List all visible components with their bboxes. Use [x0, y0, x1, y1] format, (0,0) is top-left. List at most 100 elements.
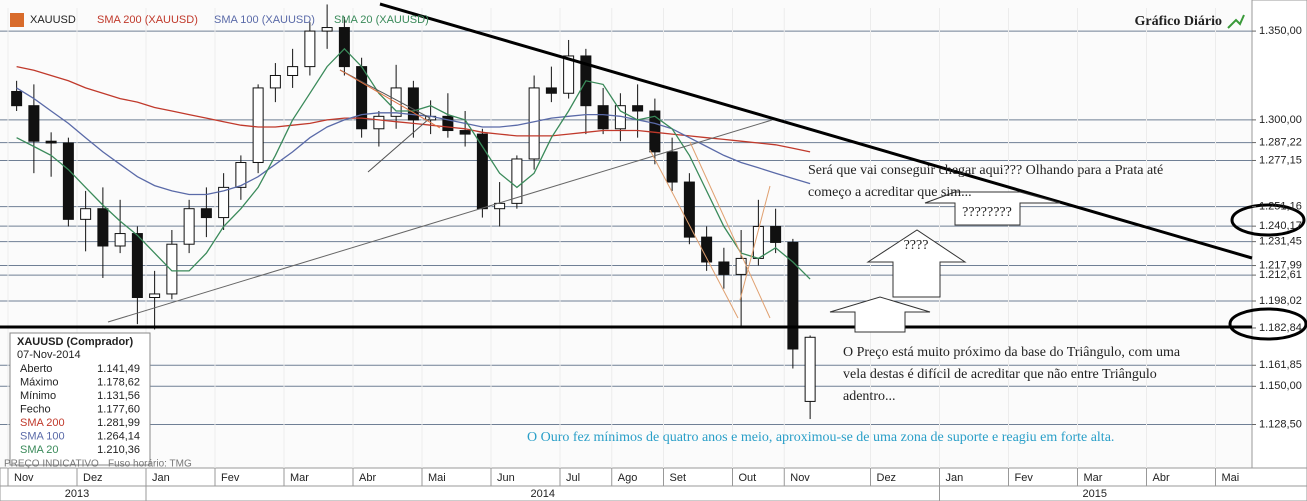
sma-line [16, 47, 811, 280]
candle-body [683, 181, 695, 238]
highlight-ellipse [1228, 307, 1307, 341]
x-tick-label: Jan [152, 472, 170, 484]
info-label: Fecho [20, 403, 51, 415]
candle-body [11, 90, 23, 107]
plot-area [0, 0, 1252, 468]
candle-body [373, 115, 385, 130]
y-tick-label: 1.350,00 [1259, 25, 1302, 37]
x-tick-label: Fev [1015, 472, 1034, 484]
rising-trendline [107, 119, 773, 323]
legend-entry: SMA 20 (XAUUSD) [334, 14, 429, 26]
candle-body [476, 133, 488, 210]
up-arrow [866, 229, 967, 298]
candle-body [131, 233, 143, 298]
candle-body [511, 158, 523, 204]
x-tick-label: Dez [83, 472, 103, 484]
candle-body [97, 208, 109, 247]
y-tick-label: 1.198,02 [1259, 295, 1302, 307]
annotation: Será que vai conseguir chegar aqui??? Ol… [808, 163, 1163, 178]
y-tick-label: 1.150,00 [1259, 380, 1302, 392]
annotation: ???? [904, 238, 929, 253]
y-tick-label: 1.287,22 [1259, 136, 1302, 148]
x-tick-label: Jun [497, 472, 515, 484]
x-tick-label: Jan [946, 472, 964, 484]
candle-body [770, 225, 782, 243]
x-tick-label: Dez [877, 472, 897, 484]
candle-body [545, 87, 557, 94]
sma-line [16, 87, 811, 196]
candle-body [597, 105, 609, 130]
up-arrow [829, 296, 931, 333]
candle-body [338, 27, 350, 68]
info-value: 1.264,14 [97, 430, 140, 442]
info-label: Máximo [20, 376, 59, 388]
candle-body [235, 162, 247, 188]
candle-body [304, 30, 316, 68]
candle-body [114, 233, 126, 247]
info-label: SMA 100 [20, 430, 65, 442]
year-label: 2013 [65, 488, 89, 500]
candle-body [666, 151, 678, 183]
y-tick-label: 1.231,45 [1259, 236, 1302, 248]
annotation: vela destas é difícil de acreditar que n… [843, 367, 1157, 382]
highlight-ellipse [1230, 203, 1306, 237]
candle-body [459, 130, 471, 135]
resistance-trendline [379, 2, 1253, 260]
legend-entry: SMA 100 (XAUUSD) [214, 14, 315, 26]
chart-title: Gráfico Diário [1135, 14, 1222, 29]
candle-body [80, 208, 92, 220]
annotation: ???????? [962, 205, 1012, 220]
footer: PREÇO INDICATIVO [4, 459, 99, 470]
x-tick-label: Mai [1222, 472, 1240, 484]
info-value: 1.178,62 [97, 376, 140, 388]
info-label: Mínimo [20, 390, 56, 402]
info-value: 1.141,49 [97, 363, 140, 375]
annotation: O Ouro fez mínimos de quatro anos e meio… [527, 430, 1114, 445]
candle-body [804, 336, 816, 402]
y-tick-label: 1.277,15 [1259, 154, 1302, 166]
candle-body [407, 87, 419, 121]
candle-body [287, 66, 299, 76]
info-label: Aberto [20, 363, 52, 375]
x-tick-label: Set [670, 472, 687, 484]
x-tick-label: Mar [290, 472, 309, 484]
x-tick-label: Nov [790, 472, 810, 484]
candle-body [787, 241, 799, 350]
y-tick-label: 1.300,00 [1259, 114, 1302, 126]
year-label: 2014 [531, 488, 555, 500]
info-value: 1.177,60 [97, 403, 140, 415]
info-value: 1.210,36 [97, 444, 140, 456]
channel-line [339, 69, 441, 129]
y-tick-label: 1.251,16 [1259, 201, 1302, 213]
candle-body [632, 105, 644, 112]
y-tick-label: 1.161,85 [1259, 359, 1302, 371]
x-tick-label: Mai [428, 472, 446, 484]
x-axis: Nov Dez Jan Fev Mar Abr Mai Jun Jul Ago Set Out Nov D… [7, 468, 1240, 501]
candle-body [321, 27, 333, 32]
info-rows: Aberto 1.141,49 Máximo 1.178,62 Mínimo 1.131,… [20, 363, 140, 456]
info-date: 07-Nov-2014 [17, 349, 81, 361]
candle-body [200, 208, 212, 219]
info-label: SMA 200 [20, 417, 65, 429]
channel-line [739, 185, 771, 301]
x-tick-label: Jul [566, 472, 580, 484]
sma-line [16, 65, 811, 153]
timezone: Fuso horário: TMG [108, 459, 192, 470]
candle-body [62, 142, 74, 220]
candle-body [45, 140, 57, 144]
x-axis-area [0, 467, 1307, 501]
candle-body [166, 243, 178, 295]
channel-line [649, 149, 739, 319]
channel-line [689, 141, 771, 319]
candle-body [442, 115, 454, 132]
info-box [9, 332, 151, 466]
y-tick-label: 1.128,50 [1259, 418, 1302, 430]
info-value: 1.281,99 [97, 417, 140, 429]
candle-body [218, 186, 230, 219]
y-tick-label: 1.240,17 [1259, 220, 1302, 232]
info-label: SMA 20 [20, 444, 59, 456]
candle-body [718, 261, 730, 275]
y-tick-label: 1.212,61 [1259, 269, 1302, 281]
info-title: XAUUSD (Comprador) [17, 336, 133, 348]
